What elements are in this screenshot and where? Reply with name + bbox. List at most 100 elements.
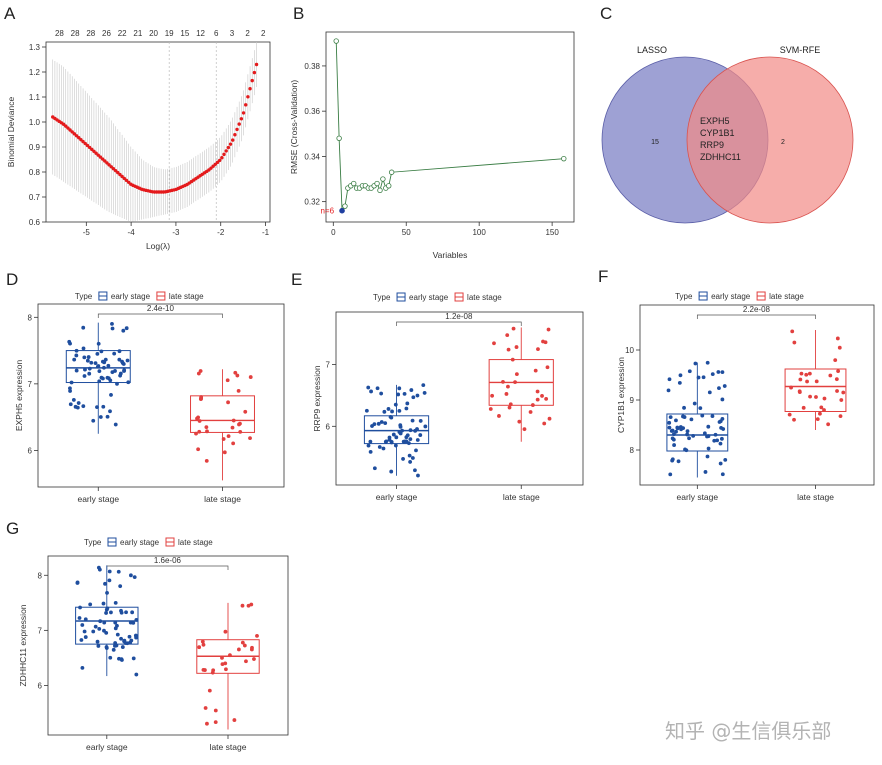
data-point	[805, 379, 809, 384]
data-point	[194, 431, 198, 436]
data-point	[504, 392, 509, 396]
data-point	[388, 414, 393, 419]
data-point	[681, 414, 685, 419]
data-point	[222, 450, 227, 455]
watermark: 知乎 @生信俱乐部	[665, 719, 831, 743]
cv-point	[224, 149, 228, 153]
data-point	[717, 386, 721, 391]
panel-label: C	[600, 4, 612, 23]
data-point	[394, 435, 399, 440]
best-point	[339, 207, 345, 214]
data-point	[110, 326, 115, 331]
data-point	[104, 645, 109, 649]
data-point	[506, 347, 511, 352]
data-point	[108, 409, 112, 414]
y-tick-label: 8	[38, 571, 43, 580]
data-point	[372, 466, 377, 471]
data-point	[124, 610, 128, 615]
data-point	[134, 672, 139, 677]
data-point	[366, 443, 371, 448]
data-point	[667, 420, 672, 425]
data-point	[238, 421, 242, 426]
cv-point	[252, 70, 257, 75]
panel-label: G	[6, 519, 19, 538]
data-point	[204, 425, 209, 430]
data-point	[814, 395, 818, 399]
data-point	[720, 472, 725, 477]
data-point	[75, 580, 80, 585]
data-point	[78, 605, 82, 610]
data-point	[87, 371, 92, 376]
data-point	[393, 402, 398, 407]
data-point	[97, 379, 102, 384]
x-tick-label: -4	[128, 228, 136, 237]
data-point	[710, 372, 715, 377]
data-point	[117, 656, 121, 661]
data-point	[723, 458, 728, 462]
data-point	[210, 670, 215, 675]
data-point	[423, 424, 428, 429]
data-point	[488, 407, 493, 411]
top-tick-label: 28	[55, 29, 64, 38]
data-point	[201, 667, 206, 672]
data-point	[700, 413, 705, 418]
y-tick-label: 1.2	[29, 68, 41, 77]
data-point	[103, 581, 107, 586]
data-point	[123, 641, 128, 645]
cv-point	[235, 127, 239, 132]
data-point	[118, 371, 123, 376]
data-point	[196, 447, 201, 452]
data-point	[223, 661, 228, 666]
data-point	[405, 401, 410, 406]
data-point	[715, 438, 720, 443]
data-point	[822, 396, 827, 401]
y-axis-label: EXPH5 expression	[14, 360, 24, 432]
x-tick-label: early stage	[77, 494, 119, 504]
data-point	[197, 419, 202, 423]
x-axis-label: Variables	[433, 250, 468, 260]
data-point	[693, 361, 698, 366]
data-point	[233, 370, 238, 375]
legend-item: late stage	[769, 292, 804, 301]
cv-point	[244, 103, 248, 107]
data-point	[685, 429, 690, 434]
data-point	[804, 372, 809, 377]
data-point	[718, 419, 723, 424]
data-point	[822, 408, 826, 412]
data-point	[115, 632, 120, 637]
data-point	[97, 369, 102, 374]
cv-point	[107, 163, 111, 167]
data-point	[406, 441, 411, 446]
plot-frame	[335, 311, 584, 486]
data-point	[127, 634, 132, 639]
data-point	[129, 573, 133, 578]
data-point	[669, 429, 674, 433]
data-point	[105, 590, 109, 595]
cv-point	[105, 161, 109, 165]
data-point	[71, 398, 76, 402]
cv-point	[111, 167, 116, 171]
data-point	[231, 418, 236, 423]
box	[784, 368, 847, 412]
cv-point	[124, 178, 129, 183]
data-point	[199, 396, 203, 401]
data-point	[792, 340, 797, 345]
panel-a: A28 28 28 26 22 21 20 19 15 12 6 3 2 2-5 -4 -3 -2 -10.60.…	[4, 4, 271, 251]
rmse-point	[377, 187, 383, 194]
data-point	[109, 610, 113, 615]
data-point	[113, 601, 118, 605]
data-point	[684, 448, 689, 453]
data-point	[409, 388, 414, 392]
data-point	[99, 375, 104, 380]
data-point	[701, 375, 706, 380]
cv-point	[241, 111, 246, 115]
data-point	[68, 389, 72, 393]
plot-frame	[47, 555, 289, 736]
top-tick-label: 19	[165, 29, 174, 38]
data-point	[130, 610, 135, 615]
data-point	[514, 345, 519, 349]
y-tick-label: 0.36	[304, 107, 320, 116]
data-point	[826, 422, 831, 427]
data-point	[82, 629, 87, 634]
venn-shared-gene: CYP1B1	[700, 128, 735, 138]
